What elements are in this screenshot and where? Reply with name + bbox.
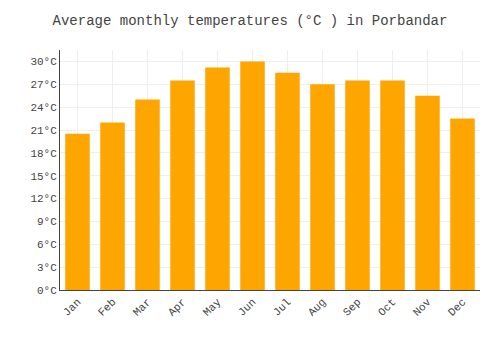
svg-text:18°C: 18°C (30, 148, 57, 160)
svg-text:12°C: 12°C (30, 193, 57, 205)
svg-text:Dec: Dec (446, 296, 468, 318)
svg-text:0°C: 0°C (37, 285, 57, 297)
svg-text:May: May (201, 296, 224, 319)
svg-text:24°C: 24°C (30, 102, 57, 114)
svg-text:Average monthly temperatures (: Average monthly temperatures (°C ) in Po… (53, 13, 448, 29)
svg-text:3°C: 3°C (37, 262, 57, 274)
svg-text:6°C: 6°C (37, 239, 57, 251)
svg-text:Oct: Oct (376, 296, 398, 318)
svg-text:9°C: 9°C (37, 216, 57, 228)
svg-text:15°C: 15°C (30, 171, 57, 183)
svg-text:21°C: 21°C (30, 125, 57, 137)
svg-text:Nov: Nov (411, 296, 434, 319)
svg-text:Sep: Sep (341, 296, 363, 318)
svg-text:Jun: Jun (236, 296, 258, 318)
svg-text:Jan: Jan (61, 296, 83, 318)
svg-text:Mar: Mar (131, 296, 153, 318)
svg-text:Jul: Jul (271, 296, 293, 318)
svg-text:Feb: Feb (96, 296, 118, 318)
svg-text:27°C: 27°C (30, 79, 57, 91)
svg-text:Aug: Aug (306, 296, 328, 318)
svg-text:Apr: Apr (166, 296, 188, 318)
svg-text:30°C: 30°C (30, 56, 57, 68)
